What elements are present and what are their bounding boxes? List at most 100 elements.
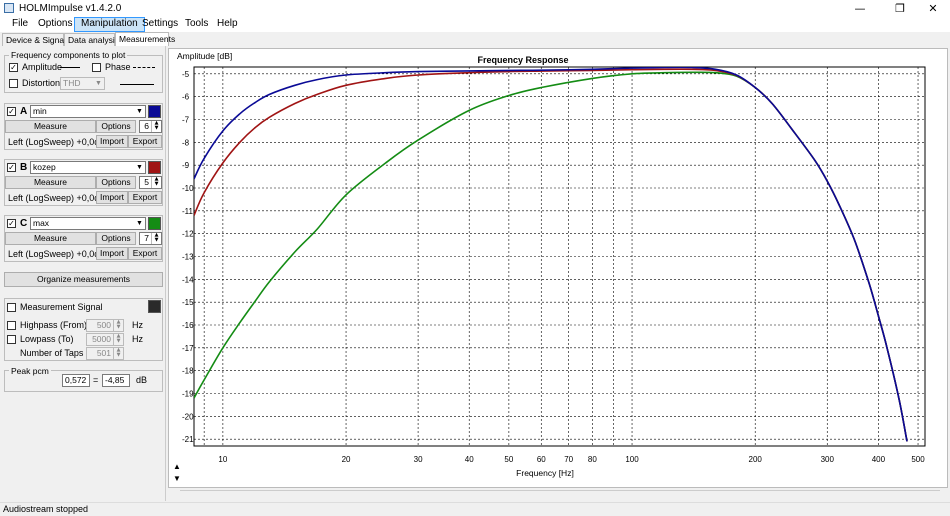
highpass-checkbox[interactable] bbox=[7, 321, 16, 330]
x-tick-label: 40 bbox=[465, 455, 474, 464]
options-a-button[interactable]: Options bbox=[96, 120, 136, 133]
measurement-b-letter: B bbox=[20, 162, 28, 173]
measurement-signal-checkbox[interactable] bbox=[7, 303, 16, 312]
measurement-c-count-value: 7 bbox=[144, 233, 149, 243]
options-b-button[interactable]: Options bbox=[96, 176, 136, 189]
phase-checkbox[interactable] bbox=[92, 63, 101, 72]
import-c-button[interactable]: Import bbox=[96, 247, 128, 260]
measurement-b-color-swatch[interactable] bbox=[148, 161, 161, 174]
phase-label: Phase bbox=[105, 62, 131, 72]
menu-help[interactable]: Help bbox=[217, 18, 238, 29]
export-a-button[interactable]: Export bbox=[128, 135, 162, 148]
measurement-b-checkbox[interactable]: ✓ bbox=[7, 163, 16, 172]
export-c-button[interactable]: Export bbox=[128, 247, 162, 260]
y-tick-label: -5 bbox=[182, 70, 190, 79]
taps-input[interactable]: 501 ▲ ▼ bbox=[86, 347, 124, 360]
organize-measurements-button[interactable]: Organize measurements bbox=[4, 272, 163, 287]
y-tick-label: -18 bbox=[182, 367, 194, 376]
menu-bar: File Options Manipulation Settings Tools… bbox=[0, 17, 950, 32]
menu-tools[interactable]: Tools bbox=[185, 18, 209, 29]
measurement-c-count[interactable]: 7 ▲ ▼ bbox=[139, 232, 162, 245]
distortion-select[interactable]: THD ▼ bbox=[60, 77, 105, 90]
measure-a-button[interactable]: Measure bbox=[5, 120, 96, 133]
amplitude-label: Amplitude bbox=[22, 62, 63, 72]
x-tick-label: 100 bbox=[625, 455, 639, 464]
lowpass-checkbox[interactable] bbox=[7, 335, 16, 344]
y-tick-label: -16 bbox=[182, 321, 194, 330]
distortion-checkbox[interactable] bbox=[9, 79, 18, 88]
measure-b-button[interactable]: Measure bbox=[5, 176, 96, 189]
highpass-unit: Hz bbox=[132, 320, 143, 330]
series-line-1 bbox=[194, 68, 908, 442]
distortion-label: Distortion bbox=[22, 78, 61, 88]
scroll-arrows[interactable]: ▲ ▼ bbox=[173, 462, 181, 483]
y-tick-label: -14 bbox=[182, 275, 194, 284]
y-tick-label: -6 bbox=[182, 93, 190, 102]
measurement-a-color-swatch[interactable] bbox=[148, 105, 161, 118]
spin-arrows-icon[interactable]: ▲ ▼ bbox=[113, 348, 123, 359]
measurement-signal-label: Measurement Signal bbox=[20, 302, 103, 312]
y-tick-label: -15 bbox=[182, 298, 194, 307]
measurement-c-checkbox[interactable]: ✓ bbox=[7, 219, 16, 228]
measurement-b-select[interactable]: kozep ▼ bbox=[30, 161, 146, 174]
scroll-down-icon[interactable]: ▼ bbox=[173, 474, 181, 483]
menu-file[interactable]: File bbox=[12, 18, 29, 29]
lowpass-input[interactable]: 5000 ▲ ▼ bbox=[86, 333, 124, 346]
restore-icon[interactable]: ❐ bbox=[895, 2, 905, 15]
minimize-icon[interactable]: — bbox=[854, 2, 866, 15]
measurement-signal-group bbox=[4, 298, 163, 361]
measurement-a-count[interactable]: 6 ▲ ▼ bbox=[139, 120, 162, 133]
menu-options[interactable]: Options bbox=[38, 18, 73, 29]
frequency-response-chart[interactable]: Amplitude [dB] Frequency Response Freque… bbox=[168, 48, 948, 488]
amplitude-line-sample bbox=[60, 67, 80, 68]
export-b-button[interactable]: Export bbox=[128, 191, 162, 204]
highpass-value: 500 bbox=[96, 320, 111, 330]
options-c-button[interactable]: Options bbox=[96, 232, 136, 245]
import-b-button[interactable]: Import bbox=[96, 191, 128, 204]
import-a-button[interactable]: Import bbox=[96, 135, 128, 148]
phase-line-sample bbox=[133, 67, 155, 68]
y-tick-label: -21 bbox=[182, 435, 194, 444]
peak-title: Peak pcm bbox=[9, 366, 51, 376]
tab-data-analysis[interactable]: Data analysis bbox=[64, 33, 119, 46]
measurement-b-count[interactable]: 5 ▲ ▼ bbox=[139, 176, 162, 189]
amplitude-checkbox[interactable]: ✓ bbox=[9, 63, 18, 72]
x-tick-label: 300 bbox=[821, 455, 835, 464]
measurement-a-name: min bbox=[33, 106, 47, 116]
series-line-2 bbox=[194, 71, 908, 442]
horizontal-scrollbar[interactable] bbox=[180, 490, 940, 498]
measurement-group-a bbox=[4, 103, 163, 150]
close-icon[interactable]: ✕ bbox=[928, 2, 938, 15]
y-tick-label: -19 bbox=[182, 389, 194, 398]
scroll-up-icon[interactable]: ▲ bbox=[173, 462, 181, 471]
peak-equals: = bbox=[93, 375, 99, 385]
spin-arrows-icon[interactable]: ▲ ▼ bbox=[113, 320, 123, 331]
tab-device-signal[interactable]: Device & Signal bbox=[2, 33, 66, 46]
chevron-down-icon: ▼ bbox=[136, 164, 143, 171]
taps-label: Number of Taps bbox=[20, 348, 84, 358]
spin-arrows-icon[interactable]: ▲ ▼ bbox=[151, 233, 161, 244]
spin-arrows-icon[interactable]: ▲ ▼ bbox=[113, 334, 123, 345]
measure-c-button[interactable]: Measure bbox=[5, 232, 96, 245]
chart-grid bbox=[193, 66, 926, 447]
highpass-input[interactable]: 500 ▲ ▼ bbox=[86, 319, 124, 332]
measurement-a-select[interactable]: min ▼ bbox=[30, 105, 146, 118]
distortion-line-sample bbox=[120, 84, 154, 85]
y-tick-label: -7 bbox=[182, 116, 190, 125]
menu-settings[interactable]: Settings bbox=[142, 18, 179, 29]
measurement-c-select[interactable]: max ▼ bbox=[30, 217, 146, 230]
y-tick-label: -11 bbox=[182, 207, 194, 216]
measurement-group-b bbox=[4, 159, 163, 206]
tab-measurements[interactable]: Measurements bbox=[115, 32, 175, 46]
menu-manipulation[interactable]: Manipulation bbox=[74, 17, 145, 32]
spin-arrows-icon[interactable]: ▲ ▼ bbox=[151, 177, 161, 188]
measurement-signal-color-swatch[interactable] bbox=[148, 300, 161, 313]
measurement-a-checkbox[interactable]: ✓ bbox=[7, 107, 16, 116]
chevron-down-icon: ▼ bbox=[136, 220, 143, 227]
x-tick-label: 30 bbox=[414, 455, 423, 464]
measurement-group-c bbox=[4, 215, 163, 262]
y-tick-label: -9 bbox=[182, 161, 190, 170]
measurement-c-color-swatch[interactable] bbox=[148, 217, 161, 230]
y-tick-label: -12 bbox=[182, 230, 194, 239]
spin-arrows-icon[interactable]: ▲ ▼ bbox=[151, 121, 161, 132]
